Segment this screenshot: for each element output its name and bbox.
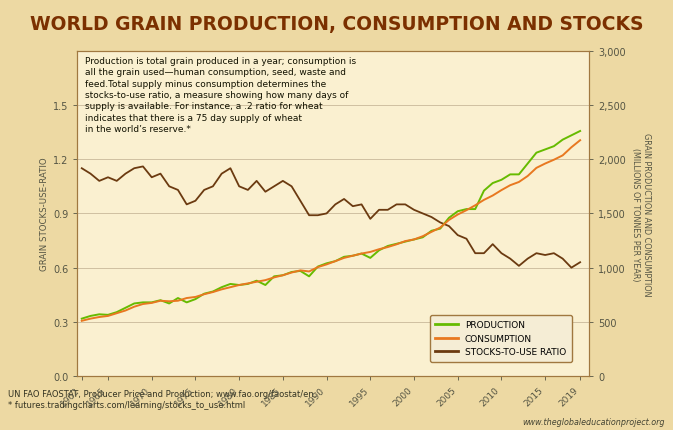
Text: www.theglobaleducationproject.org: www.theglobaleducationproject.org [522,417,665,426]
Y-axis label: GRAIN PRODUCTION AND CONSUMPTION
(MILLIONS OF TONNES PER YEAR): GRAIN PRODUCTION AND CONSUMPTION (MILLIO… [631,132,651,295]
Legend: PRODUCTION, CONSUMPTION, STOCKS-TO-USE RATIO: PRODUCTION, CONSUMPTION, STOCKS-TO-USE R… [429,315,571,362]
Text: WORLD GRAIN PRODUCTION, CONSUMPTION AND STOCKS: WORLD GRAIN PRODUCTION, CONSUMPTION AND … [30,15,643,34]
Text: Production is total grain produced in a year; consumption is
all the grain used—: Production is total grain produced in a … [85,56,356,134]
Y-axis label: GRAIN STOCKS-USE-RATIO: GRAIN STOCKS-USE-RATIO [40,157,49,270]
Text: UN FAO FAOSTAT, Producer Price and Production; www.fao.org/faostat/en;
* futures: UN FAO FAOSTAT, Producer Price and Produ… [8,390,316,409]
